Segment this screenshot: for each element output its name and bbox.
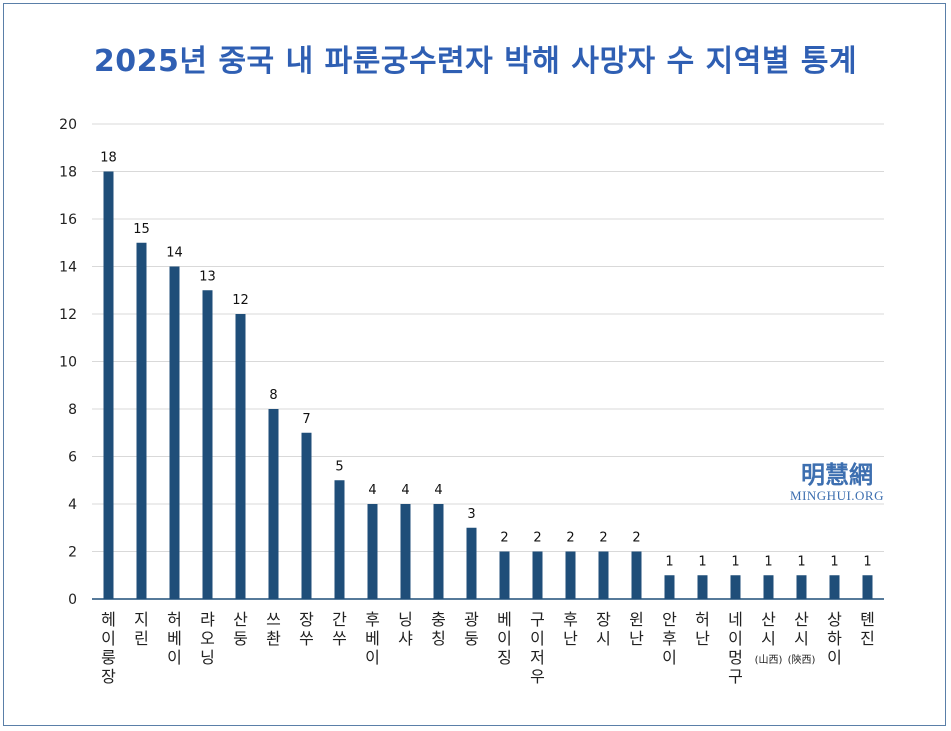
bar bbox=[433, 504, 444, 599]
bar bbox=[235, 314, 246, 599]
data-label: 14 bbox=[166, 246, 183, 261]
data-label: 4 bbox=[401, 483, 409, 498]
x-tick-label: 산 시 (山西) bbox=[755, 610, 783, 666]
bar bbox=[268, 409, 279, 599]
y-tick-label: 14 bbox=[59, 260, 77, 276]
data-label: 2 bbox=[566, 531, 574, 546]
y-tick-label: 8 bbox=[68, 402, 77, 418]
y-tick-label: 6 bbox=[68, 450, 77, 466]
data-label: 2 bbox=[500, 531, 508, 546]
data-label: 3 bbox=[467, 507, 475, 522]
x-tick-label: 산 시 (陝西) bbox=[788, 610, 816, 666]
data-label: 7 bbox=[302, 412, 310, 427]
y-tick-label: 12 bbox=[59, 307, 77, 323]
chart-title: 2025년 중국 내 파룬궁수련자 박해 사망자 수 지역별 통계 bbox=[93, 44, 858, 79]
data-label: 1 bbox=[797, 554, 805, 569]
bar bbox=[664, 575, 675, 599]
data-label: 4 bbox=[368, 483, 376, 498]
y-tick-label: 10 bbox=[59, 355, 77, 371]
data-label: 1 bbox=[830, 554, 838, 569]
y-tick-label: 16 bbox=[59, 212, 77, 228]
bar bbox=[829, 575, 840, 599]
data-label: 18 bbox=[100, 151, 117, 166]
bar bbox=[631, 551, 642, 599]
bar bbox=[301, 432, 312, 599]
bar bbox=[466, 527, 477, 599]
data-label: 12 bbox=[232, 293, 249, 308]
bar bbox=[598, 551, 609, 599]
data-label: 5 bbox=[335, 459, 343, 474]
data-label: 15 bbox=[133, 222, 150, 237]
y-tick-label: 4 bbox=[68, 497, 77, 513]
data-label: 8 bbox=[269, 388, 277, 403]
data-label: 1 bbox=[863, 554, 871, 569]
bar bbox=[136, 242, 147, 599]
y-tick-label: 0 bbox=[68, 592, 77, 608]
bar bbox=[532, 551, 543, 599]
y-tick-label: 18 bbox=[59, 165, 77, 181]
y-tick-label: 2 bbox=[68, 545, 77, 561]
y-tick-label: 20 bbox=[59, 117, 77, 133]
data-label: 1 bbox=[731, 554, 739, 569]
data-label: 1 bbox=[665, 554, 673, 569]
data-label: 13 bbox=[199, 269, 216, 284]
data-label: 2 bbox=[533, 531, 541, 546]
bar bbox=[202, 290, 213, 599]
bar bbox=[796, 575, 807, 599]
bar bbox=[730, 575, 741, 599]
data-label: 4 bbox=[434, 483, 442, 498]
data-label: 1 bbox=[764, 554, 772, 569]
data-label: 1 bbox=[698, 554, 706, 569]
data-label: 2 bbox=[599, 531, 607, 546]
bar bbox=[103, 171, 114, 599]
bar bbox=[499, 551, 510, 599]
bar bbox=[169, 266, 180, 599]
watermark-text: MINGHUI.ORG bbox=[790, 488, 884, 503]
bar bbox=[334, 480, 345, 599]
bar bbox=[400, 504, 411, 599]
bar bbox=[565, 551, 576, 599]
bar bbox=[697, 575, 708, 599]
bar bbox=[862, 575, 873, 599]
bar bbox=[367, 504, 378, 599]
data-label: 2 bbox=[632, 531, 640, 546]
bar bbox=[763, 575, 774, 599]
watermark-logo: 明慧網 bbox=[801, 460, 873, 489]
